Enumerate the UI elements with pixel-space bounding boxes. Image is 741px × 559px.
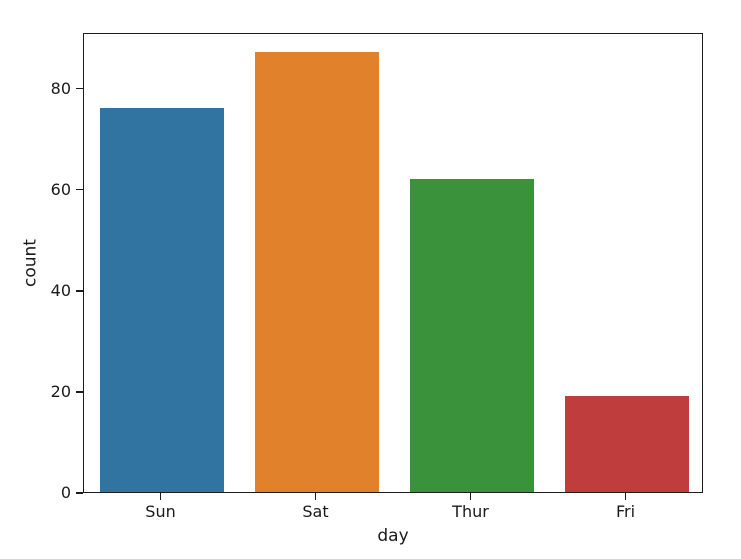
bar-sun: [99, 107, 224, 492]
x-axis-label: day: [377, 526, 409, 546]
bar-thur: [409, 178, 534, 492]
y-tick-label: 40: [50, 280, 71, 300]
x-tick-mark: [314, 493, 317, 500]
x-tick-label: Thur: [452, 502, 489, 521]
y-tick-mark: [76, 188, 83, 191]
y-tick-mark: [76, 290, 83, 292]
x-tick-label: Sat: [302, 502, 329, 521]
x-tick-mark: [624, 493, 627, 500]
bar-fri: [564, 395, 689, 492]
y-tick-mark: [76, 87, 83, 90]
x-tick-mark: [469, 493, 472, 500]
y-axis-label: count: [20, 239, 41, 287]
y-tick-label: 20: [50, 381, 71, 401]
plot-area: [83, 33, 703, 493]
x-tick-label: Fri: [615, 502, 636, 521]
x-tick-mark: [159, 493, 162, 500]
bar-sat: [254, 52, 379, 492]
y-tick-label: 0: [60, 483, 71, 502]
y-tick-label: 60: [50, 179, 71, 199]
x-tick-label: Sun: [145, 502, 176, 521]
y-tick-mark: [76, 391, 83, 393]
y-tick-mark: [76, 492, 83, 494]
y-tick-label: 80: [50, 78, 71, 98]
